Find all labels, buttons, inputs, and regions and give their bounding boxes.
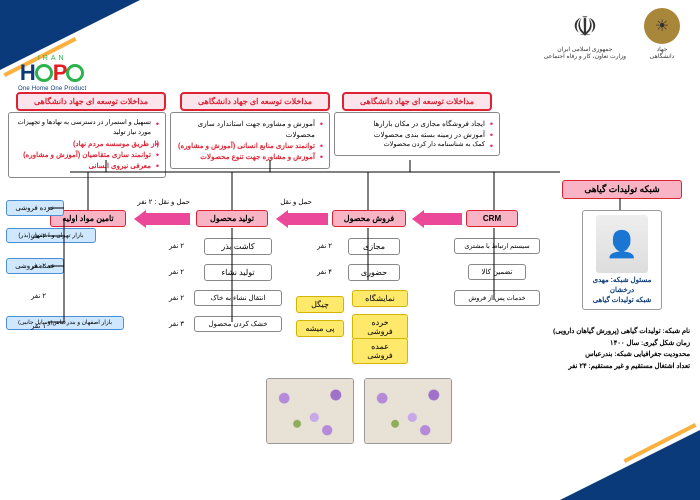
interv-title-1: مداخلات توسعه ای جهاد دانشگاهی	[342, 92, 492, 111]
ministry-line2: وزارت تعاون، کار و رفاه اجتماعی	[544, 53, 626, 60]
ohop-logo: IRAN HP One Home One Product	[18, 55, 86, 92]
arrow-icon	[134, 210, 190, 233]
interv3-item: (از طریق موسسه مردم نهاد)	[15, 138, 159, 149]
interv-list-1: ایجاد فروشگاه مجازی در مکان بازارها آموز…	[334, 112, 500, 156]
interv1-item: ایجاد فروشگاه مجازی در مکان بازارها	[341, 118, 493, 129]
interv2-item: توانمند سازی منابع انسانی (آموزش و مشاور…	[178, 141, 315, 150]
interv2-item: آموزش و مشاوره جهت تنوع محصولات	[200, 152, 315, 161]
jahad-logo: ☀ جهاد دانشگاهی	[644, 8, 680, 60]
count: ۲ نفر	[31, 232, 46, 240]
ministry-logo: ☫ جمهوری اسلامی ایران وزارت تعاون، کار و…	[544, 8, 626, 60]
count: ۲ نفر	[169, 268, 184, 276]
interv3-item: توانمند سازی متقاضیان (آموزش و مشاوره)	[23, 150, 151, 159]
crm-item: سیستم ارتباط با مشتری	[454, 238, 540, 254]
interv-title-2: مداخلات توسعه ای جهاد دانشگاهی	[180, 92, 330, 111]
count: ۲ نفر	[169, 294, 184, 302]
transport-2: حمل و نقل	[280, 198, 312, 206]
stage-sell: فروش محصول	[332, 210, 406, 227]
crm-item: تضمین کالا	[468, 264, 526, 280]
presence-ch: عمده فروشی	[352, 338, 408, 364]
interv-list-3: تسهیل و استمرار در دسترسی به نهادها و تج…	[8, 112, 166, 178]
count: ۳ نفر	[169, 320, 184, 328]
produce-item: خشک کردن محصول	[194, 316, 282, 332]
interv3-item: تسهیل و استمرار در دسترسی به نهادها و تج…	[15, 118, 159, 138]
interv1-item: کمک به شناسنامه دار کردن محصولات	[341, 140, 493, 150]
arrow-icon	[412, 210, 462, 233]
count: ۲ نفر	[317, 242, 332, 250]
count: ۱ نفر	[31, 322, 46, 330]
stage-crm: CRM	[466, 210, 518, 227]
product-photo-1	[364, 378, 452, 444]
supplier: خرده فروشی	[6, 200, 64, 216]
presence-ch: خرده فروشی	[352, 314, 408, 340]
count: ۲ نفر	[169, 242, 184, 250]
virtual-ch: پی میشه	[296, 320, 344, 337]
arrow-icon	[276, 210, 328, 233]
produce-item: تولید نشاء	[204, 264, 272, 281]
product-photo-2	[266, 378, 354, 444]
crm-item: خدمات پس از فروش	[454, 290, 540, 306]
profile-card: 👤 مسئول شبکه: مهدی درخشان شبکه تولیدات گ…	[582, 210, 662, 310]
corner-decor-br	[560, 430, 700, 500]
network-banner: شبکه تولیدات گیاهی	[562, 180, 682, 199]
interv-title-3: مداخلات توسعه ای جهاد دانشگاهی	[16, 92, 166, 111]
count: ۲ نفر	[31, 292, 46, 300]
interv2-item: آموزش و مشاوره جهت استاندارد سازی محصولا…	[177, 118, 323, 140]
interv1-item: آموزش در زمینه بسته بندی محصولات	[341, 129, 493, 140]
profile-name: مسئول شبکه: مهدی درخشان شبکه تولیدات گیا…	[587, 276, 657, 305]
virtual-ch: چیگل	[296, 296, 344, 313]
supplier: بازار تهران و اصفهان(بذر)	[6, 228, 96, 243]
header-logos: ☀ جهاد دانشگاهی ☫ جمهوری اسلامی ایران وز…	[544, 8, 680, 60]
ministry-line1: جمهوری اسلامی ایران	[544, 46, 626, 53]
stage-produce: تولید محصول	[196, 210, 268, 227]
supplier: بازار اصفهان و بندرعباس(وسایل جانبی)	[6, 316, 124, 330]
transport-1: حمل و نقل : ۲ نفر	[137, 198, 190, 206]
network-meta: نام شبکه: تولیدات گیاهی (پرورش گیاهان دا…	[540, 326, 690, 372]
avatar: 👤	[596, 215, 648, 273]
jahad-label: جهاد دانشگاهی	[644, 46, 680, 60]
interv3-item: معرفی نیروی انسانی	[88, 161, 151, 170]
sell-virtual: مجازی	[348, 238, 400, 255]
count: ۲ نفر	[31, 262, 46, 270]
produce-item: انتقال نشاء به خاک	[194, 290, 282, 306]
sell-presence: حضوری	[348, 264, 400, 281]
count: ۴ نفر	[317, 268, 332, 276]
presence-ch: نمایشگاه	[352, 290, 408, 307]
interv-list-2: آموزش و مشاوره جهت استاندارد سازی محصولا…	[170, 112, 330, 169]
produce-item: کاشت بذر	[204, 238, 272, 255]
